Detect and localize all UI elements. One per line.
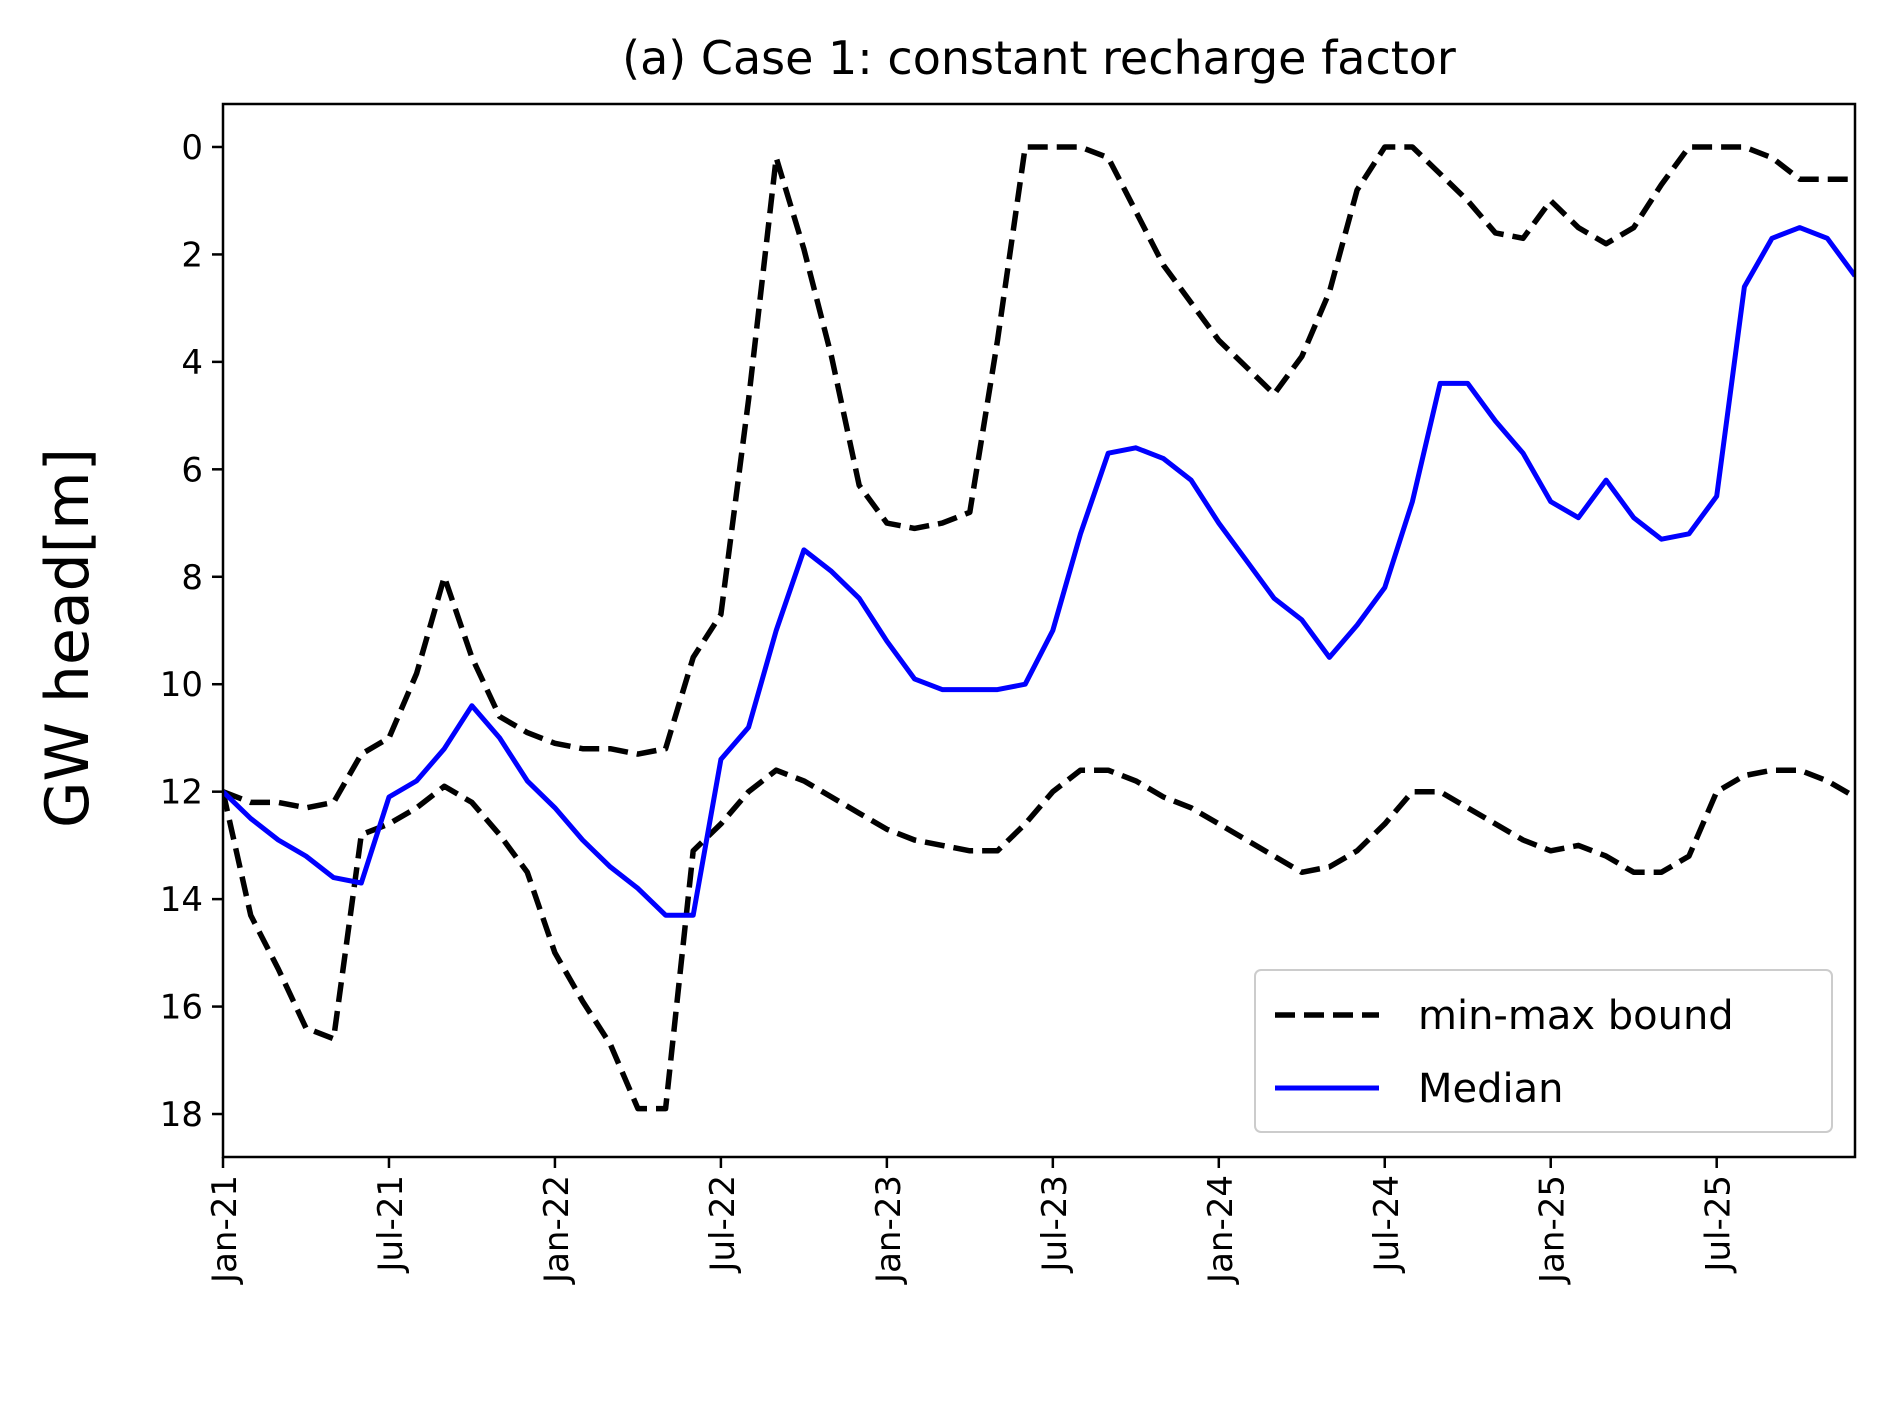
x-tick-label: Jul-24 [1367,1175,1407,1274]
y-tick-label: 4 [181,343,203,383]
x-tick-label: Jan-25 [1533,1175,1573,1285]
x-tick-label: Jan-21 [205,1175,245,1285]
plot-frame [221,102,1857,1159]
series-line-min [223,767,1855,1112]
legend-label-minmax: min-max bound [1418,993,1734,1039]
y-tick-label: 10 [160,665,203,705]
y-tick-label: 2 [181,235,203,275]
series-line-median [223,225,1855,918]
x-tick-label: Jul-23 [1035,1175,1075,1274]
chart-title: (a) Case 1: constant recharge factor [622,31,1456,85]
legend: min-max bound Median [1254,969,1833,1133]
y-tick-label: 18 [160,1095,203,1135]
series-line-max [223,144,1855,811]
y-tick-label: 0 [181,128,203,168]
x-tick-label: Jan-22 [537,1175,577,1285]
y-tick-label: 6 [181,450,203,490]
x-axis-ticks: Jan-21 Jul-21 Jan-22 Jul-22 Jan-23 Jul-23 Jan-… [205,1157,1739,1285]
x-tick-label: Jul-25 [1699,1175,1739,1274]
y-tick-label: 12 [160,773,203,813]
y-tick-label: 8 [181,558,203,598]
x-tick-label: Jan-24 [1201,1175,1241,1285]
y-axis-ticks: 0 2 4 6 8 10 12 14 16 18 [160,128,223,1135]
legend-box [1254,969,1833,1133]
y-tick-label: 14 [160,880,203,920]
y-axis-label: GW head[m] [33,448,103,828]
x-tick-label: Jan-23 [869,1175,909,1285]
series-layer [223,144,1855,1112]
x-tick-label: Jul-22 [703,1175,743,1274]
y-tick-label: 16 [160,988,203,1028]
legend-label-median: Median [1418,1066,1564,1112]
x-tick-label: Jul-21 [371,1175,411,1274]
